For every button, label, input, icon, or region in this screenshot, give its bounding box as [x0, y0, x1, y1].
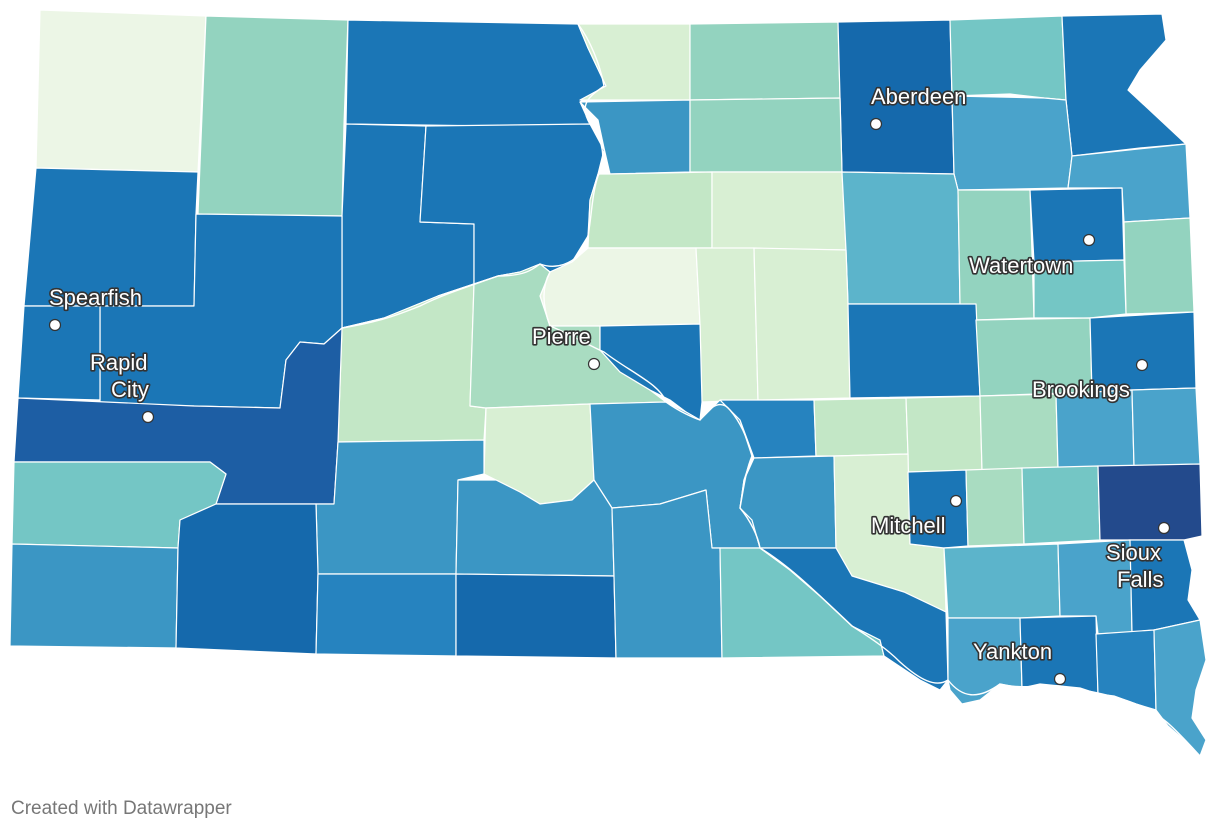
city-dot-rapid-city [141, 410, 155, 424]
city-spearfish[interactable]: Spearfish [47, 283, 144, 332]
city-label-rapid-city-line2: City [111, 377, 149, 402]
county-lawrence[interactable] [17, 305, 101, 401]
city-dot-mitchell [949, 494, 963, 508]
county-mccook[interactable] [1021, 465, 1101, 545]
city-label-rapid-city-line1: Rapid [90, 350, 147, 375]
city-label-mitchell: Mitchell [871, 513, 946, 538]
county-codington[interactable] [1029, 187, 1125, 263]
city-aberdeen[interactable]: Aberdeen [869, 82, 968, 131]
county-bennett[interactable] [315, 573, 457, 657]
city-label-watertown: Watertown [969, 253, 1073, 278]
county-hyde[interactable] [695, 247, 759, 403]
city-dot-pierre [587, 357, 601, 371]
missouri-river-central [543, 271, 1201, 757]
county-marshall[interactable] [949, 15, 1067, 101]
county-perkins[interactable] [197, 15, 349, 217]
county-clay[interactable] [1095, 629, 1157, 711]
county-hamlin[interactable] [1033, 259, 1127, 319]
county-moody[interactable] [1131, 387, 1201, 467]
county-hand[interactable] [753, 247, 851, 401]
city-label-spearfish: Spearfish [49, 285, 142, 310]
county-spink[interactable] [841, 171, 961, 305]
city-dot-yankton [1053, 672, 1067, 686]
city-label-pierre: Pierre [532, 324, 591, 349]
county-todd[interactable] [455, 573, 617, 659]
city-yankton[interactable]: Yankton [971, 637, 1067, 686]
county-edmunds[interactable] [689, 97, 843, 173]
county-tripp[interactable] [611, 489, 723, 659]
county-jerauld[interactable] [813, 397, 909, 457]
county-hutchinson[interactable] [943, 543, 1061, 619]
city-pierre[interactable]: Pierre [530, 322, 601, 371]
county-corson[interactable] [345, 19, 607, 127]
missouri-river-north [341, 23, 605, 329]
county-faulk[interactable] [711, 171, 847, 251]
city-label-sioux-falls-line2: Falls [1117, 567, 1163, 592]
city-dot-spearfish [48, 318, 62, 332]
county-harding[interactable] [35, 9, 207, 173]
county-sanborn[interactable] [905, 395, 983, 473]
city-markers: Aberdeen Watertown Spearfish Rapid City … [47, 82, 1171, 686]
river-lines [341, 23, 1201, 757]
city-dot-watertown [1082, 233, 1096, 247]
credit-text: Created with Datawrapper [11, 798, 232, 819]
county-roberts[interactable] [1061, 13, 1187, 157]
city-watertown[interactable]: Watertown [967, 233, 1096, 280]
county-mcpherson[interactable] [689, 21, 841, 101]
county-minnehaha[interactable] [1097, 463, 1203, 541]
county-day[interactable] [951, 95, 1073, 191]
city-mitchell[interactable]: Mitchell [869, 494, 963, 540]
south-dakota-county-map: Aberdeen Watertown Spearfish Rapid City … [9, 9, 1207, 757]
city-dot-brookings [1135, 358, 1149, 372]
city-brookings[interactable]: Brookings [1030, 358, 1149, 404]
county-deuel[interactable] [1123, 217, 1195, 315]
county-potter[interactable] [587, 171, 713, 249]
county-beadle[interactable] [847, 303, 981, 399]
city-label-brookings: Brookings [1032, 377, 1130, 402]
city-dot-sioux-falls [1157, 521, 1171, 535]
county-fall-river[interactable] [9, 543, 179, 649]
county-yankton[interactable] [1019, 615, 1099, 695]
city-label-yankton: Yankton [973, 639, 1052, 664]
city-label-sioux-falls-line1: Sioux [1106, 540, 1161, 565]
county-miner[interactable] [979, 393, 1059, 471]
county-hanson[interactable] [965, 467, 1025, 547]
county-hughes[interactable] [599, 323, 703, 421]
city-sioux-falls[interactable]: Sioux Falls [1104, 521, 1171, 594]
city-rapid-city[interactable]: Rapid City [88, 348, 155, 424]
city-dot-aberdeen [869, 117, 883, 131]
city-label-aberdeen: Aberdeen [871, 84, 966, 109]
county-oglala-lakota[interactable] [175, 503, 319, 655]
